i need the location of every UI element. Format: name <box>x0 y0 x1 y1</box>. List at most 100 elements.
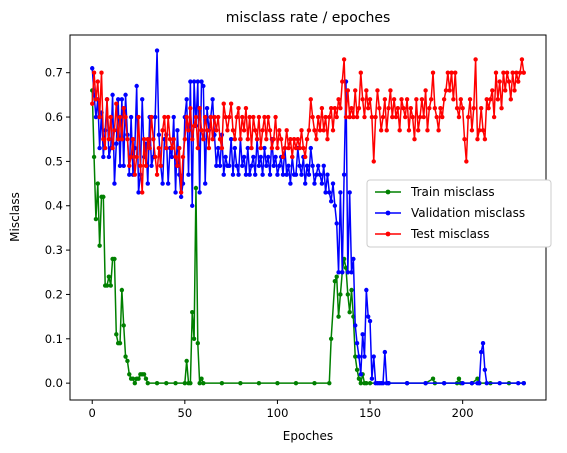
data-point <box>280 154 286 160</box>
data-point <box>119 287 125 293</box>
data-point <box>475 137 480 142</box>
data-point <box>201 137 206 142</box>
data-point <box>141 372 147 377</box>
data-point <box>186 128 191 133</box>
data-point <box>182 137 188 142</box>
data-point <box>154 172 160 177</box>
data-point <box>275 380 280 386</box>
data-point <box>408 105 413 111</box>
data-point <box>440 114 445 120</box>
y-tick-label: 0.1 <box>45 332 63 346</box>
data-point <box>338 292 343 297</box>
data-point <box>251 154 256 160</box>
data-point <box>327 190 332 195</box>
data-point <box>273 154 278 160</box>
x-axis-label: Epoches <box>283 429 333 443</box>
data-point <box>349 270 354 275</box>
data-point <box>173 154 178 160</box>
data-point <box>451 97 456 102</box>
data-point <box>245 145 251 151</box>
data-point <box>227 114 232 120</box>
data-point <box>332 105 338 111</box>
data-point <box>173 380 178 386</box>
data-point <box>428 97 434 102</box>
data-point <box>275 172 280 177</box>
data-point <box>412 137 417 142</box>
data-point <box>123 114 128 120</box>
data-point <box>304 137 310 142</box>
data-point <box>269 145 275 151</box>
data-point <box>304 163 310 169</box>
data-point <box>328 105 334 111</box>
data-point <box>432 105 438 111</box>
data-point <box>480 128 486 133</box>
data-point <box>234 114 239 120</box>
data-point <box>282 145 288 151</box>
data-point <box>284 172 289 177</box>
data-point <box>128 154 134 160</box>
data-point <box>401 105 406 111</box>
data-point <box>164 145 169 151</box>
data-point <box>441 97 447 102</box>
data-point <box>462 137 467 142</box>
data-point <box>321 128 326 133</box>
data-point <box>380 380 386 386</box>
legend-label: Test misclass <box>410 227 490 241</box>
data-point <box>267 128 273 133</box>
data-point <box>102 145 108 151</box>
data-point <box>110 92 115 98</box>
data-point <box>475 376 480 381</box>
data-point <box>275 145 280 151</box>
data-point <box>293 172 299 177</box>
data-point <box>112 128 117 133</box>
data-point <box>114 332 119 337</box>
data-point <box>473 57 478 62</box>
data-point <box>436 128 441 133</box>
data-point <box>188 380 193 386</box>
data-point <box>227 163 232 169</box>
data-point <box>127 163 132 169</box>
data-point <box>154 380 160 386</box>
data-point <box>101 194 106 200</box>
data-point <box>134 154 139 160</box>
data-point <box>147 145 152 151</box>
data-point <box>193 114 199 120</box>
data-point <box>249 145 254 151</box>
data-point <box>212 114 217 120</box>
data-point <box>145 380 150 386</box>
data-point <box>104 97 110 102</box>
data-point <box>423 88 428 93</box>
data-point <box>330 181 336 186</box>
data-point <box>353 323 358 328</box>
data-point <box>178 190 184 195</box>
data-point <box>132 380 138 386</box>
data-point <box>201 380 206 386</box>
data-point <box>288 181 293 186</box>
data-point <box>314 137 319 142</box>
data-point <box>267 172 273 177</box>
data-point <box>145 181 150 186</box>
data-point <box>354 367 360 373</box>
data-point <box>178 194 184 200</box>
data-point <box>334 274 339 279</box>
data-point <box>417 114 423 120</box>
data-point <box>434 114 439 120</box>
data-point <box>391 97 397 102</box>
data-point <box>438 105 443 111</box>
data-point <box>430 376 436 381</box>
data-point <box>382 97 388 102</box>
data-point <box>319 181 325 186</box>
data-point <box>228 101 234 106</box>
data-point <box>284 128 289 133</box>
data-point <box>328 199 334 204</box>
data-point <box>280 172 286 177</box>
data-point <box>490 88 495 93</box>
data-point <box>299 128 304 133</box>
data-point <box>338 105 343 111</box>
data-point <box>423 380 428 386</box>
data-point <box>308 97 313 102</box>
data-point <box>495 97 501 102</box>
data-point <box>469 128 475 133</box>
data-point <box>321 163 326 169</box>
